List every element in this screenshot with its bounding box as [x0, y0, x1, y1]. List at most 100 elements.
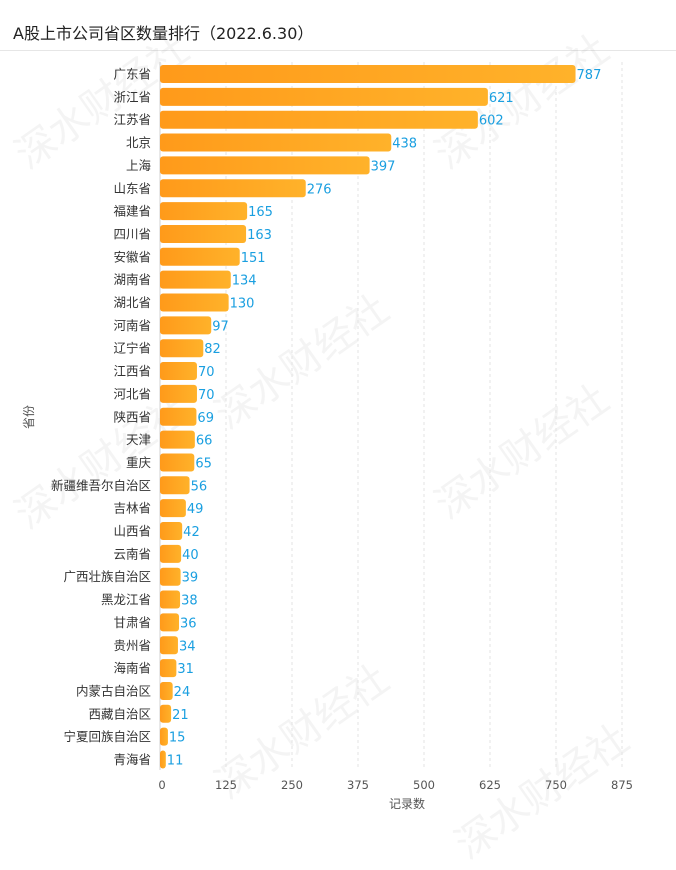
category-label-19: 吉林省 — [113, 501, 151, 516]
y-axis-title: 省份 — [22, 405, 36, 429]
bar-22 — [160, 567, 181, 586]
category-label-25: 贵州省 — [113, 638, 151, 653]
category-label-18: 新疆维吾尔自治区 — [51, 478, 151, 493]
value-label-3: 438 — [392, 137, 417, 152]
value-label-1: 621 — [489, 91, 514, 106]
bar-19 — [160, 499, 186, 518]
bar-16 — [160, 430, 195, 449]
category-label-23: 黑龙江省 — [101, 592, 151, 607]
x-tick-label-5: 625 — [479, 778, 501, 792]
value-label-13: 70 — [198, 365, 215, 380]
value-label-15: 69 — [197, 411, 214, 426]
value-label-27: 24 — [174, 685, 191, 700]
bar-18 — [160, 476, 190, 495]
category-label-11: 河南省 — [113, 318, 151, 333]
value-label-16: 66 — [196, 434, 213, 449]
category-label-8: 安徽省 — [113, 249, 151, 264]
x-tick-label-6: 750 — [545, 778, 567, 792]
value-label-18: 56 — [191, 479, 208, 494]
bar-14 — [160, 384, 197, 403]
bar-27 — [160, 681, 173, 700]
x-axis-title: 记录数 — [389, 796, 425, 811]
x-tick-label-4: 500 — [413, 778, 435, 792]
value-label-4: 397 — [371, 159, 396, 174]
bar-6 — [160, 202, 248, 221]
title-divider — [0, 50, 676, 51]
value-label-6: 165 — [248, 205, 273, 220]
bar-4 — [160, 156, 370, 175]
bar-13 — [160, 362, 197, 381]
chart-title: A股上市公司省区数量排行（2022.6.30） — [13, 24, 314, 43]
value-label-12: 82 — [204, 342, 221, 357]
value-label-2: 602 — [479, 114, 504, 129]
bar-8 — [160, 247, 240, 266]
value-label-25: 34 — [179, 639, 196, 654]
value-label-5: 276 — [307, 182, 332, 197]
value-label-19: 49 — [187, 502, 204, 517]
category-label-26: 海南省 — [113, 661, 151, 676]
bar-15 — [160, 407, 197, 426]
bar-30 — [160, 750, 166, 769]
bar-9 — [160, 270, 231, 289]
value-label-0: 787 — [577, 68, 602, 83]
bar-17 — [160, 453, 195, 472]
bar-12 — [160, 339, 204, 358]
category-label-2: 江苏省 — [113, 112, 151, 127]
bar-0 — [160, 65, 576, 83]
category-label-28: 西藏自治区 — [88, 706, 151, 721]
category-label-1: 浙江省 — [113, 89, 151, 104]
value-label-22: 39 — [182, 571, 199, 586]
category-label-0: 广东省 — [113, 67, 151, 82]
category-label-5: 山东省 — [113, 181, 151, 196]
bar-11 — [160, 316, 212, 335]
category-label-24: 甘肃省 — [113, 615, 151, 630]
bar-2 — [160, 110, 478, 129]
value-label-26: 31 — [177, 662, 194, 677]
category-label-22: 广西壮族自治区 — [63, 569, 151, 584]
x-tick-label-0: 0 — [158, 778, 165, 792]
value-label-14: 70 — [198, 388, 215, 403]
bar-3 — [160, 133, 392, 152]
category-label-17: 重庆 — [126, 455, 152, 470]
bar-7 — [160, 224, 247, 243]
bar-28 — [160, 704, 172, 723]
bar-24 — [160, 613, 180, 632]
bar-5 — [160, 179, 306, 198]
category-label-21: 云南省 — [113, 546, 151, 561]
category-label-13: 江西省 — [113, 364, 151, 379]
category-label-27: 内蒙古自治区 — [76, 683, 151, 698]
category-label-10: 湖北省 — [113, 295, 151, 310]
value-label-11: 97 — [212, 319, 229, 334]
value-label-30: 11 — [167, 754, 184, 769]
x-tick-label-2: 250 — [281, 778, 303, 792]
category-label-30: 青海省 — [113, 752, 151, 767]
value-label-10: 130 — [230, 297, 255, 312]
value-label-8: 151 — [241, 251, 266, 266]
value-label-23: 38 — [181, 594, 198, 609]
value-label-28: 21 — [172, 708, 189, 723]
category-label-15: 陕西省 — [113, 409, 151, 424]
bar-26 — [160, 659, 177, 678]
category-label-29: 宁夏回族自治区 — [63, 729, 151, 744]
value-label-21: 40 — [182, 548, 199, 563]
x-tick-label-3: 375 — [347, 778, 369, 792]
value-label-24: 36 — [180, 616, 197, 631]
category-label-4: 上海 — [126, 158, 152, 173]
bar-10 — [160, 293, 229, 312]
category-label-3: 北京 — [126, 135, 151, 150]
bar-21 — [160, 544, 182, 563]
bar-20 — [160, 522, 183, 540]
category-label-7: 四川省 — [113, 226, 151, 241]
x-tick-label-7: 875 — [611, 778, 633, 792]
category-label-20: 山西省 — [113, 524, 151, 539]
value-label-20: 42 — [183, 525, 200, 540]
category-label-6: 福建省 — [113, 204, 151, 219]
category-label-12: 辽宁省 — [113, 341, 151, 356]
value-label-29: 15 — [169, 731, 186, 746]
x-tick-label-1: 125 — [215, 778, 237, 792]
value-label-17: 65 — [195, 456, 212, 471]
bar-29 — [160, 727, 168, 746]
category-label-14: 河北省 — [113, 386, 151, 401]
value-label-7: 163 — [247, 228, 272, 243]
category-label-9: 湖南省 — [113, 272, 151, 287]
